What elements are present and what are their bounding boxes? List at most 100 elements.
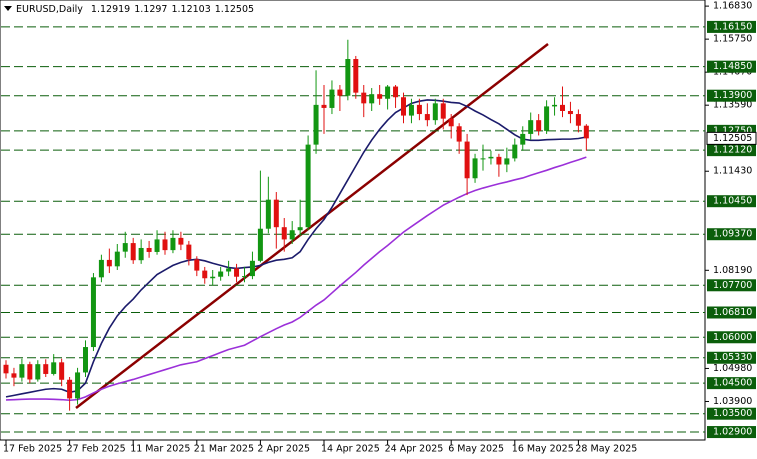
candle-body <box>249 260 255 277</box>
candle-body <box>59 362 65 380</box>
candle-body <box>234 268 240 277</box>
y-tick-label: 1.13590 <box>713 100 752 111</box>
y-tick-label: 1.04980 <box>713 363 752 374</box>
candle-body <box>297 227 303 231</box>
level-label: 1.12750 <box>713 125 752 136</box>
level-label: 1.10450 <box>713 196 752 207</box>
candle-body <box>186 244 192 260</box>
x-tick-label: 11 Mar 2025 <box>130 444 190 455</box>
candle-body <box>440 103 446 119</box>
candle-body <box>75 372 81 399</box>
chart-header: EURUSD,Daily 1.12919 1.1297 1.12103 1.12505 <box>16 4 254 15</box>
candle-body <box>210 276 216 279</box>
plot-area <box>0 0 706 441</box>
level-label: 1.02900 <box>713 427 752 438</box>
x-tick-label: 17 Feb 2025 <box>3 444 62 455</box>
candle-body <box>528 120 534 134</box>
trend-line <box>75 43 549 409</box>
candle-body <box>321 104 327 108</box>
candle-body <box>560 104 565 111</box>
candle-body <box>146 247 152 252</box>
level-label: 1.12120 <box>713 145 752 156</box>
candle-body <box>305 144 311 228</box>
candle-body <box>35 364 41 380</box>
level-label: 1.09370 <box>713 229 752 240</box>
candle-body <box>536 120 542 131</box>
candle-body <box>130 243 136 261</box>
candle-body <box>408 104 414 116</box>
level-label: 1.05330 <box>713 352 752 363</box>
candle-body <box>456 126 462 142</box>
level-label: 1.06810 <box>713 307 752 318</box>
candle-body <box>345 59 351 96</box>
header-close: 1.12505 <box>215 4 254 15</box>
candle-body <box>512 144 518 159</box>
candle-body <box>464 141 470 179</box>
level-box <box>707 306 756 319</box>
x-tick-label: 16 May 2025 <box>512 444 574 455</box>
candle-body <box>122 243 128 252</box>
candle-body <box>90 277 96 348</box>
level-box <box>707 377 756 390</box>
y-tick-label: 1.16830 <box>713 1 752 12</box>
candle-body <box>488 156 494 159</box>
candle-body <box>432 103 438 121</box>
candle-body <box>83 347 88 373</box>
level-label: 1.07700 <box>713 280 752 291</box>
current-price: 1.12505 <box>713 133 752 144</box>
moving-average <box>5 99 587 398</box>
candle-body <box>552 104 558 107</box>
candle-body <box>154 239 160 252</box>
candle-body <box>504 158 510 165</box>
level-label: 1.03500 <box>713 408 752 419</box>
level-label: 1.16150 <box>713 21 752 32</box>
y-tick-label: 1.08190 <box>713 265 752 276</box>
candle-body <box>361 92 367 104</box>
candle-body <box>273 199 279 228</box>
x-tick-label: 27 Feb 2025 <box>67 444 126 455</box>
candle-body <box>257 228 263 261</box>
level-box <box>707 144 756 157</box>
candle-body <box>67 379 73 399</box>
menu-triangle[interactable] <box>4 6 12 11</box>
header-low: 1.12103 <box>171 4 210 15</box>
candle-body <box>448 118 454 127</box>
candle-body <box>114 251 120 267</box>
candle-body <box>329 89 335 108</box>
level-label: 1.06000 <box>713 332 752 343</box>
candle-body <box>218 271 224 277</box>
candle-body <box>401 97 406 116</box>
candle-body <box>178 237 184 245</box>
x-tick-label: 6 May 2025 <box>448 444 504 455</box>
price-box <box>706 131 757 145</box>
candle-body <box>202 270 208 279</box>
level-label: 1.13900 <box>713 90 752 101</box>
y-tick-label: 1.11430 <box>713 166 752 177</box>
x-tick-label: 28 May 2025 <box>575 444 637 455</box>
candle-body <box>369 94 375 104</box>
candle-body <box>19 364 25 378</box>
level-box <box>707 331 756 344</box>
level-box <box>707 426 756 439</box>
candle-body <box>313 104 319 145</box>
level-box <box>707 407 756 420</box>
level-box <box>707 20 756 33</box>
x-tick-label: 2 Apr 2025 <box>257 444 310 455</box>
candle-body <box>520 133 526 145</box>
candle-body <box>242 276 247 278</box>
candle-body <box>385 86 391 99</box>
candle-body <box>583 125 589 139</box>
x-tick-label: 14 Apr 2025 <box>321 444 380 455</box>
level-box <box>707 89 756 102</box>
candle-body <box>337 89 343 96</box>
level-box <box>707 228 756 241</box>
x-tick-label: 21 Mar 2025 <box>194 444 254 455</box>
level-label: 1.14850 <box>713 61 752 72</box>
candle-body <box>377 94 383 99</box>
y-tick-label: 1.15750 <box>713 34 752 45</box>
candle-body <box>194 259 200 271</box>
candle-body <box>393 86 399 98</box>
level-box <box>707 60 756 73</box>
candle-body <box>43 364 49 374</box>
